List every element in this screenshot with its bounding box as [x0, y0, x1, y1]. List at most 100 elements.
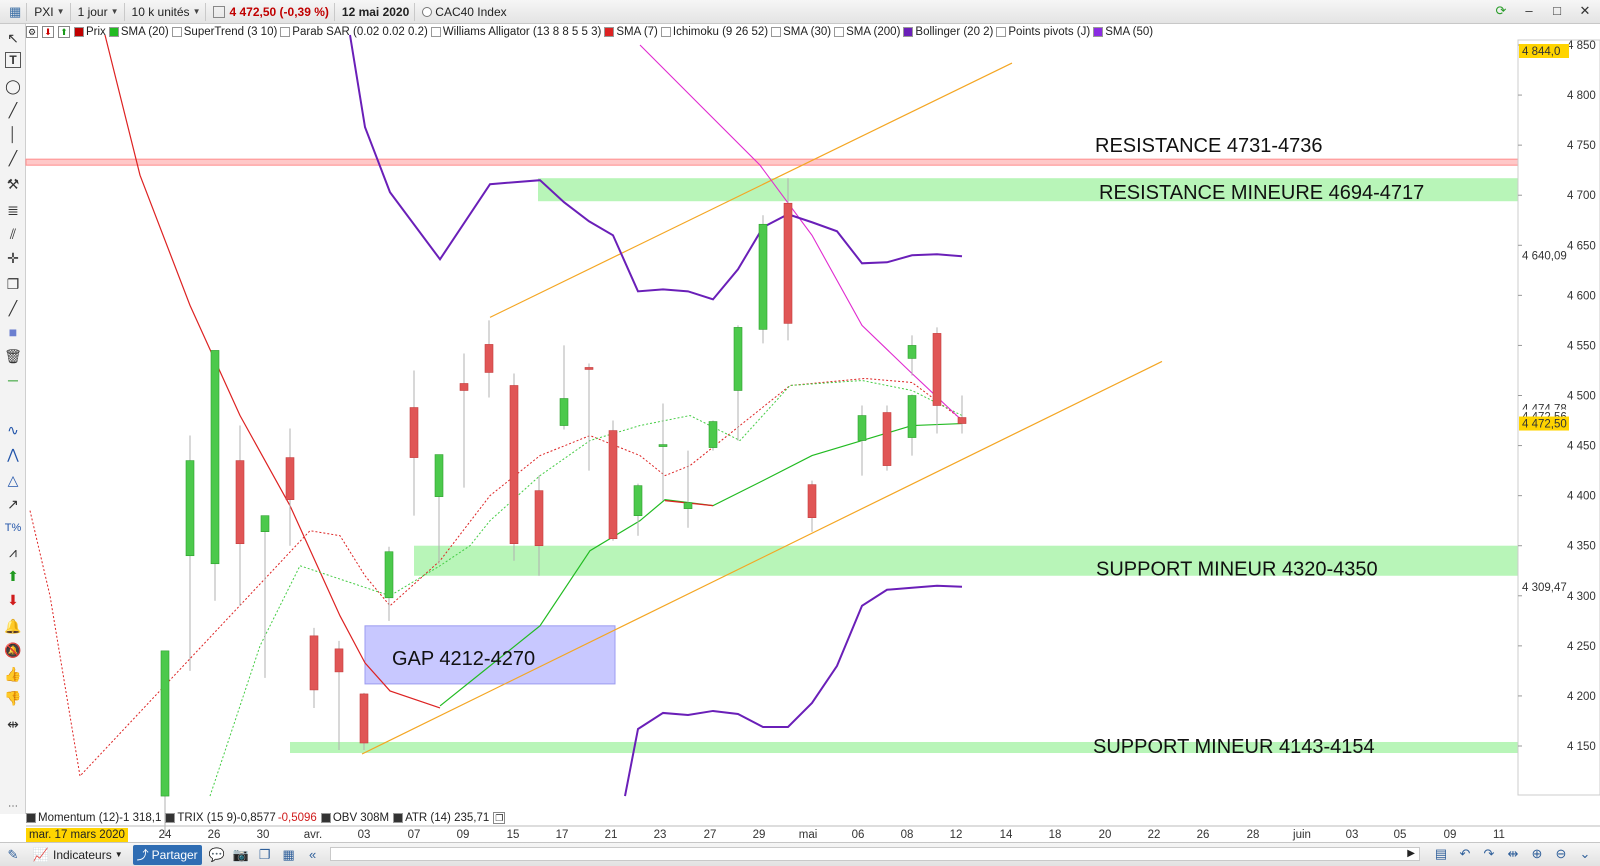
arrow-down-icon[interactable]: ⬇	[7, 591, 19, 608]
indicator-swatch	[604, 27, 615, 37]
text-tool-icon[interactable]: T	[5, 52, 21, 68]
redo-icon[interactable]: ↷	[1483, 846, 1495, 861]
channel-icon[interactable]: ⫽	[9, 225, 17, 242]
candle	[633, 485, 643, 516]
top-price-badge-bg	[1519, 44, 1569, 59]
atr-label: ATR (14) 235,71	[405, 812, 490, 824]
add-icon[interactable]: ⬆	[58, 26, 70, 38]
rectangle-icon[interactable]: ■	[8, 324, 18, 340]
indicator-item[interactable]: SMA (30)	[771, 26, 831, 38]
percent-tool-icon[interactable]: T%	[4, 522, 22, 534]
undo-icon[interactable]: ↶	[1459, 846, 1471, 861]
price-tick-label: 4 750	[1567, 140, 1596, 152]
zoom-in-icon[interactable]: ⊕	[1531, 846, 1543, 861]
symbol-selector[interactable]: PXI ▼	[29, 2, 71, 21]
ellipse-tool-icon[interactable]: ◯	[5, 77, 21, 94]
indicators-button[interactable]: 📈 Indicateurs ▼	[28, 845, 127, 865]
candle	[584, 367, 594, 370]
arrow-line-icon[interactable]: ↗	[7, 495, 19, 512]
scroll-right-icon[interactable]: ▶	[1407, 848, 1415, 859]
candle	[559, 398, 569, 426]
indicator-item[interactable]: SuperTrend (3 10)	[171, 26, 277, 38]
indicator-item[interactable]: Points pivots (J)	[996, 26, 1090, 38]
refresh-icon[interactable]: ⟳	[1495, 3, 1507, 18]
calendar-icon[interactable]: ▤	[1434, 846, 1448, 861]
chart-grid-icon[interactable]: ▦	[4, 2, 28, 21]
remove-icon[interactable]: ⬇	[42, 26, 54, 38]
vertical-line-icon[interactable]: │	[8, 126, 18, 142]
fit-icon[interactable]: ⇹	[1507, 846, 1519, 861]
time-tick-label: 05	[1394, 829, 1407, 841]
obv-swatch	[320, 813, 331, 823]
copy-icon[interactable]: ❐	[6, 275, 20, 292]
speed-lines-icon[interactable]: ⩘	[9, 543, 17, 560]
time-tick-label: 12	[950, 829, 963, 841]
arrow-up-icon[interactable]: ⬆	[7, 567, 19, 584]
alert-bell-icon[interactable]: 🔔	[4, 617, 22, 634]
price-chart[interactable]: RESISTANCE 4731-4736 RESISTANCE MINEURE 4…	[0, 0, 1600, 842]
windows-icon[interactable]: ❐	[258, 846, 271, 862]
trendline-icon[interactable]: ╱	[8, 149, 18, 166]
line-tool-icon[interactable]: ╱	[8, 101, 18, 118]
minimize-button[interactable]: –	[1525, 3, 1533, 18]
candle	[733, 327, 743, 391]
momentum-indicator[interactable]: Momentum (12)-1 318,1	[26, 812, 161, 824]
units-selector[interactable]: 10 k unités ▼	[127, 2, 207, 21]
zoom-out-icon[interactable]: ⊖	[1555, 846, 1567, 861]
indicator-item[interactable]: Williams Alligator (13 8 8 5 5 3)	[430, 26, 601, 38]
triangle-icon[interactable]: △	[7, 471, 19, 488]
indicator-item[interactable]: SMA (200)	[834, 26, 900, 38]
ray-icon[interactable]: ╱	[8, 299, 18, 316]
triangle-pattern-icon[interactable]: ⋀	[7, 445, 19, 462]
obv-indicator[interactable]: OBV 308M	[320, 812, 389, 824]
maximize-button[interactable]: □	[1553, 3, 1561, 18]
chevron-down-icon[interactable]: ⌄	[1579, 846, 1591, 861]
screenshot-icon[interactable]: 📷	[232, 846, 249, 862]
resistance-label: RESISTANCE 4731-4736	[1095, 135, 1323, 157]
pointer-icon[interactable]: ↖	[7, 29, 19, 46]
indicator-item[interactable]: SMA (50)	[1093, 26, 1153, 38]
thumbs-down-icon[interactable]: 👎	[4, 689, 22, 706]
share-button[interactable]: ⤴ Partager	[132, 844, 202, 865]
period-selector[interactable]: 1 jour ▼	[73, 2, 125, 21]
index-radio[interactable]: CAC40 Index	[417, 3, 511, 21]
green-dotted-line	[209, 379, 963, 797]
horizontal-line-icon[interactable]: ─	[8, 372, 18, 388]
indicator-swatch	[74, 27, 84, 37]
alert-off-icon[interactable]: 🔕	[4, 641, 22, 658]
indicator-item[interactable]: SMA (20)	[108, 26, 169, 38]
settings-icon[interactable]: ⚙	[26, 26, 38, 38]
candle	[285, 457, 295, 500]
indicator-swatch	[903, 27, 914, 37]
chat-icon[interactable]: 💬	[208, 846, 225, 862]
time-tick-label: 21	[605, 829, 618, 841]
indicator-item[interactable]: SMA (7)	[604, 26, 658, 38]
candle	[658, 444, 668, 447]
cross-icon[interactable]: ✛	[7, 249, 19, 266]
grid-icon[interactable]: ▦	[282, 846, 295, 862]
pitchfork-icon[interactable]: ⚒	[6, 175, 20, 192]
indicator-label: SMA (7)	[616, 26, 658, 38]
atr-indicator[interactable]: ATR (14) 235,71	[393, 812, 489, 824]
timeline-scrollbar[interactable]: ▶	[330, 847, 1420, 861]
thumbs-up-icon[interactable]: 👍	[4, 665, 22, 682]
indicator-item[interactable]: Parab SAR (0.02 0.02 0.2)	[280, 26, 428, 38]
indicator-item[interactable]: Ichimoku (9 26 52)	[660, 26, 768, 38]
window-icon[interactable]: ❐	[493, 812, 506, 824]
indicator-item[interactable]: Bollinger (20 2)	[903, 26, 993, 38]
trash-icon[interactable]: 🗑	[4, 347, 22, 364]
time-tick-label: 11	[1493, 829, 1505, 841]
drag-handle-icon[interactable]: ⋯	[8, 800, 18, 812]
time-tick-label: 29	[753, 829, 766, 841]
indicator-item[interactable]: Prix	[74, 26, 106, 38]
fibonacci-icon[interactable]: ≣	[7, 201, 19, 218]
wave-icon[interactable]: ∿	[7, 421, 19, 438]
close-button[interactable]: ✕	[1579, 3, 1591, 18]
pencil-icon[interactable]: ✎	[7, 846, 19, 862]
scroll-left-icon[interactable]: «	[309, 847, 317, 862]
measure-icon[interactable]: ⇹	[7, 715, 19, 732]
price-tick-label: 4 700	[1567, 190, 1596, 202]
time-tick-label: 30	[257, 829, 270, 841]
trix-indicator[interactable]: TRIX (15 9)-0,8577 -0,5096	[165, 812, 317, 824]
